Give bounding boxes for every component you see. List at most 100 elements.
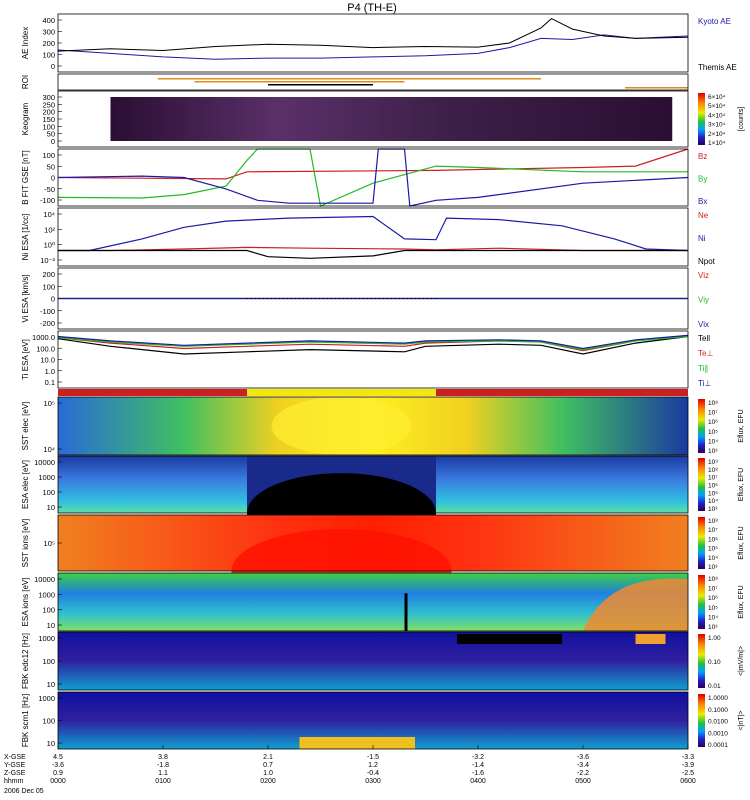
temperature-ylabel: Ti ESA [eV] xyxy=(21,339,30,380)
x-row-value: -1.6 xyxy=(472,770,484,777)
fbk_scm-colorbar xyxy=(698,694,705,747)
fbk_edc-ylabel: FBK edc12 [Hz] xyxy=(21,633,30,689)
panel-mode xyxy=(58,389,688,396)
x-row-value: -3.3 xyxy=(682,754,694,761)
esa_i-colorbar-label: 10³ xyxy=(708,624,718,631)
sst_i-colorbar-label: 10⁴ xyxy=(708,555,718,562)
density-legend-entry: Ne xyxy=(698,211,709,220)
x-row-value: 0400 xyxy=(470,778,486,785)
x-row-value: -1.5 xyxy=(367,754,379,761)
sst_i-ytick-label: 10⁵ xyxy=(44,539,55,548)
roi-segment xyxy=(268,84,373,86)
esa_i-ytick-label: 10 xyxy=(47,621,55,630)
temperature-ytick-label: 10.0 xyxy=(40,356,55,365)
fbk_edc-colorbar-title: <|mV/m|> xyxy=(738,646,745,676)
ae-ytick-label: 400 xyxy=(42,16,55,25)
sst_i-colorbar-label: 10⁸ xyxy=(708,518,718,525)
sst_i-colorbar-label: 10³ xyxy=(708,564,718,571)
fbk_scm-colorbar-label: 0.1000 xyxy=(708,707,728,714)
density-legend-entry: Ni xyxy=(698,234,706,243)
date-label: 2006 Dec 05 xyxy=(4,788,44,795)
panel-fbk_edc: FBK edc12 [Hz] 1000 100 10 1.00 0.10 0.01 <|mV/… xyxy=(21,631,745,691)
sst_e-colorbar-label: 10⁵ xyxy=(708,429,718,436)
sst_e-ylabel: SST elec [eV] xyxy=(21,402,30,451)
keogram-ylabel: Keogram xyxy=(21,102,30,135)
panel-bfield: B FIT GSE [nT] 100 50 0 -50 -100 Bz By Bx xyxy=(21,148,707,207)
panel-fbk_scm: FBK scm1 [Hz] 1000 100 10 1.0000 0.1000 0.0100… xyxy=(21,691,745,750)
bfield-legend-entry: Bx xyxy=(698,197,707,206)
velocity-ytick-label: 0 xyxy=(51,295,55,304)
esa_i-ytick-label: 100 xyxy=(42,606,55,615)
sst-elec-core xyxy=(271,397,412,455)
fbk_edc-ytick-label: 1000 xyxy=(38,634,55,643)
temperature-series-line xyxy=(57,334,689,352)
roi-segment xyxy=(625,87,688,89)
x-row-value: 2.1 xyxy=(263,754,273,761)
fbk_edc-colorbar-label: 0.10 xyxy=(708,659,721,666)
roi-ylabel: ROI xyxy=(21,75,30,89)
keogram-colorbar-label: 4×10⁴ xyxy=(708,112,726,119)
panel-sst_e: SST elec [eV] 10⁵ 10⁴ 10⁸ 10⁷ 10⁶ 10⁵ 10⁴ 10³ Efl… xyxy=(21,396,745,456)
x-row-value: -3.6 xyxy=(52,762,64,769)
esa_e-ytick-label: 10 xyxy=(47,503,55,512)
keogram-ytick-label: 100 xyxy=(42,122,55,131)
bfield-legend-entry: Bz xyxy=(698,152,707,161)
fbk_scm-ylabel: FBK scm1 [Hz] xyxy=(21,694,30,747)
keogram-colorbar xyxy=(698,93,705,145)
esa_i-colorbar xyxy=(698,575,705,629)
keogram-colorbar-label: 2×10⁴ xyxy=(708,131,726,138)
fbk_scm-colorbar-title: <|nT|> xyxy=(738,711,745,731)
sst_i-colorbar-label: 10⁷ xyxy=(708,527,718,534)
x-row-value: 1.1 xyxy=(158,770,168,777)
temperature-plot-area xyxy=(58,331,688,388)
density-ylabel: Ni ESA [1/cc] xyxy=(21,214,30,261)
velocity-ytick-label: 200 xyxy=(42,270,55,279)
bfield-series-line xyxy=(57,148,689,207)
fbk-scm-hot-band xyxy=(299,737,415,749)
density-frame xyxy=(57,207,689,267)
esa_e-frame xyxy=(57,455,689,514)
bfield-ytick-label: -50 xyxy=(44,185,55,194)
esa-ions-hot-region xyxy=(583,578,688,631)
x-row-value: -2.2 xyxy=(577,770,589,777)
ae-ytick-label: 300 xyxy=(42,28,55,37)
esa_i-colorbar-label: 10⁶ xyxy=(708,595,718,602)
x-row-label: X-GSE xyxy=(4,754,26,761)
panel-esa_i: ESA ions [eV] 10000 1000 100 10 10⁸ 10⁷ 10⁶ 10⁵ 1… xyxy=(21,572,745,632)
ae-ytick-label: 100 xyxy=(42,51,55,60)
fbk_scm-colorbar-label: 1.0000 xyxy=(708,695,728,702)
x-row-value: -3.9 xyxy=(682,762,694,769)
temperature-ytick-label: 0.1 xyxy=(45,378,55,387)
fbk_scm-colorbar-label: 0.0001 xyxy=(708,742,728,749)
bfield-series-line xyxy=(57,148,689,180)
ae-series-line xyxy=(57,18,689,52)
ae-series-line xyxy=(57,34,689,60)
bfield-ytick-label: -100 xyxy=(40,196,55,205)
x-row-value: -1.4 xyxy=(472,762,484,769)
figure-title: P4 (TH-E) xyxy=(347,2,397,14)
sst_e-colorbar xyxy=(698,399,705,453)
bfield-legend-entry: By xyxy=(698,175,707,184)
x-row-value: 4.5 xyxy=(53,754,63,761)
keogram-colorbar-label: 3×10⁴ xyxy=(708,122,726,129)
esa_i-spectrogram xyxy=(58,573,688,631)
bfield-ytick-label: 50 xyxy=(47,162,55,171)
x-row-value: -1.8 xyxy=(157,762,169,769)
velocity-legend-entry: Vix xyxy=(698,320,709,329)
roi-segment xyxy=(157,78,541,80)
ae-plot-area xyxy=(58,14,688,72)
temperature-ytick-label: 100.0 xyxy=(36,344,55,353)
fbk_edc-colorbar xyxy=(698,634,705,688)
temperature-legend-entry: Tell xyxy=(698,334,710,343)
x-row-value: 0600 xyxy=(680,778,696,785)
panel-ae: AE Index 400 300 200 100 0 Kyoto AE Themis AE xyxy=(21,13,737,73)
sst_i-colorbar-label: 10⁵ xyxy=(708,546,718,553)
fbk_edc-frame xyxy=(57,631,689,691)
x-row-value: 0.9 xyxy=(53,770,63,777)
density-series-line xyxy=(58,246,688,252)
panel-roi: ROI xyxy=(21,73,689,91)
velocity-ytick-label: -100 xyxy=(40,307,55,316)
esa_e-colorbar-label: 10⁹ xyxy=(708,459,718,466)
